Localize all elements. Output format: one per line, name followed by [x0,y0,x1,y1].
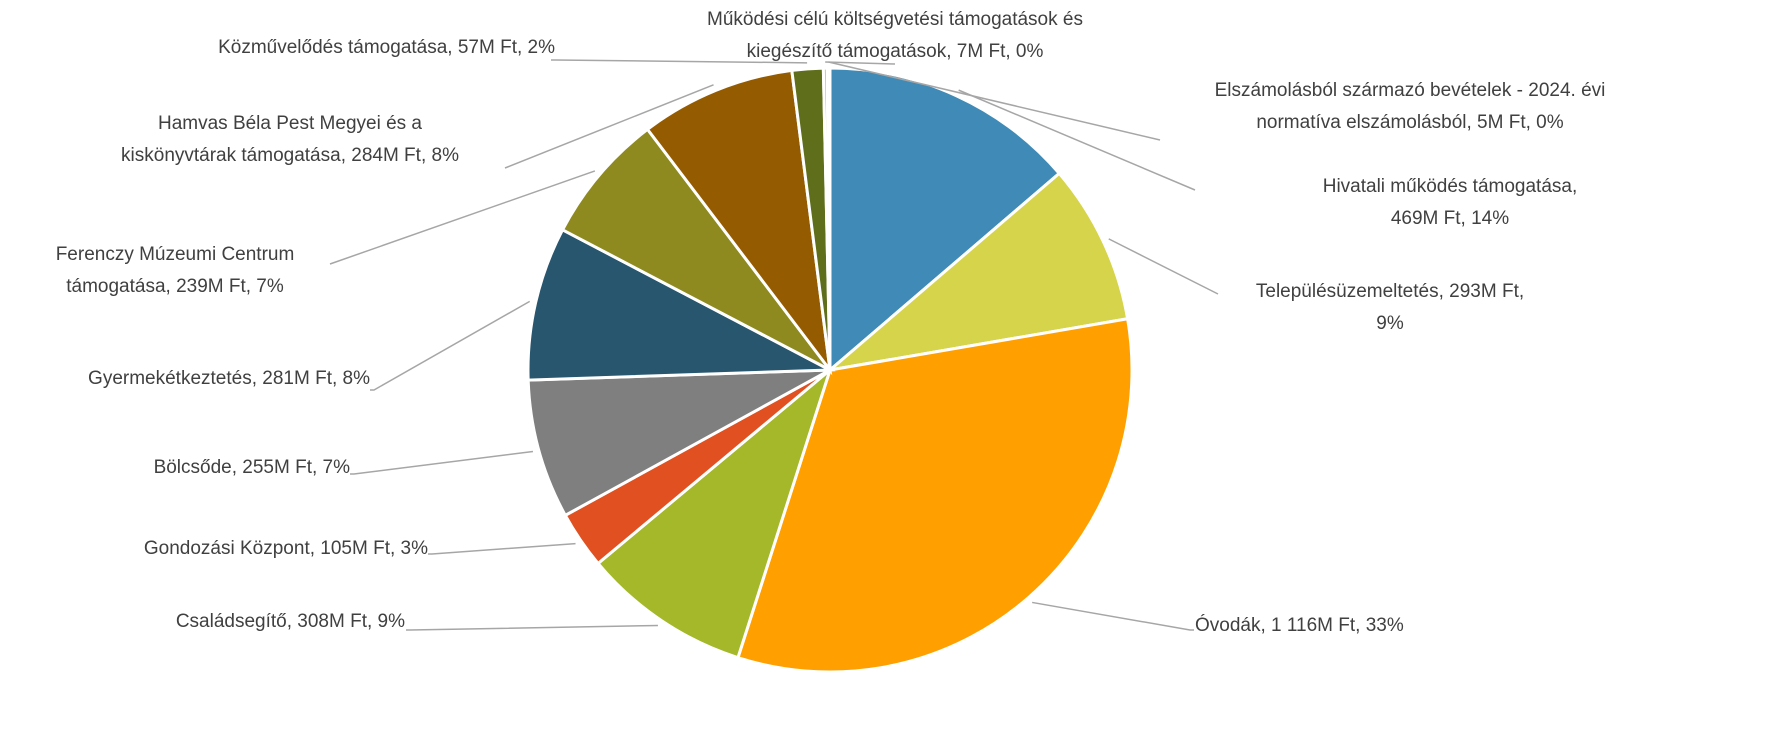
data-label-line: 9% [1376,313,1404,334]
data-label: Működési célú költségvetési támogatások … [707,9,1083,62]
data-label-line: Gyermekétkeztetés, 281M Ft, 8% [88,368,370,389]
leader-line [406,624,658,631]
data-label-line: Településüzemeltetés, 293M Ft, [1256,281,1524,302]
data-label-line: kiegészítő támogatások, 7M Ft, 0% [747,41,1044,62]
pie-slice [824,171,1130,373]
data-label-line: kiskönyvtárak támogatása, 284M Ft, 8% [121,145,459,166]
data-label: Hamvas Béla Pest Megyei és a kiskönyvtára… [121,113,459,166]
data-label: Ferenczy Múzeumi Centrum támogatása, 239M… [56,244,295,297]
data-label-line: Hamvas Béla Pest Megyei és a [158,113,422,134]
leader-line [350,450,534,475]
pie-slice [825,66,832,371]
pie-slice [526,227,836,382]
data-label-line: Működési célú költségvetési támogatások … [707,9,1083,30]
data-label-line: Gondozási Központ, 105M Ft, 3% [144,538,428,559]
leader-line [828,61,1161,141]
data-label: Elszámolásból származó bevételek - 2024.… [1215,80,1606,133]
leader-line [551,59,808,64]
pie-slice [645,68,833,376]
pie-slice [736,317,1134,674]
leader-line [428,542,576,555]
data-label: Gyermekétkeztetés, 281M Ft, 8% [88,368,370,389]
data-label-line: Ferenczy Múzeumi Centrum [56,244,295,265]
leader-line [504,84,714,169]
pie-slice [560,127,832,372]
data-label: Településüzemeltetés, 293M Ft, 9% [1256,281,1524,334]
data-label: Hivatali működés támogatása, 469M Ft, 14% [1323,176,1578,229]
pie-slice [526,368,831,518]
data-label-line: Óvodák, 1 116M Ft, 33% [1195,614,1404,636]
pie-slice [595,365,834,660]
data-label-line: Elszámolásból származó bevételek - 2024.… [1215,80,1606,101]
data-label-line: Családsegítő, 308M Ft, 9% [176,611,405,632]
leader-line [370,300,531,391]
data-label: Bölcsőde, 255M Ft, 7% [154,457,351,478]
data-label: Óvodák, 1 116M Ft, 33% [1195,614,1404,636]
data-label: Gondozási Központ, 105M Ft, 3% [144,538,428,559]
data-label: Családsegítő, 308M Ft, 9% [176,611,405,632]
leader-line [329,170,596,265]
data-label: Közművelődés támogatása, 57M Ft, 2% [218,37,555,58]
pie-slice [828,66,1062,374]
data-label-line: Közművelődés támogatása, 57M Ft, 2% [218,37,555,58]
leader-line [1032,601,1194,631]
data-label-line: Bölcsőde, 255M Ft, 7% [154,457,351,478]
leader-line [825,61,896,65]
data-label-line: támogatása, 239M Ft, 7% [66,276,284,297]
data-label-line: Hivatali működés támogatása, [1323,176,1578,197]
leader-line [1108,238,1219,295]
leader-line [958,89,1196,191]
data-label-line: normatíva elszámolásból, 5M Ft, 0% [1256,112,1563,133]
data-label-line: 469M Ft, 14% [1391,208,1509,229]
